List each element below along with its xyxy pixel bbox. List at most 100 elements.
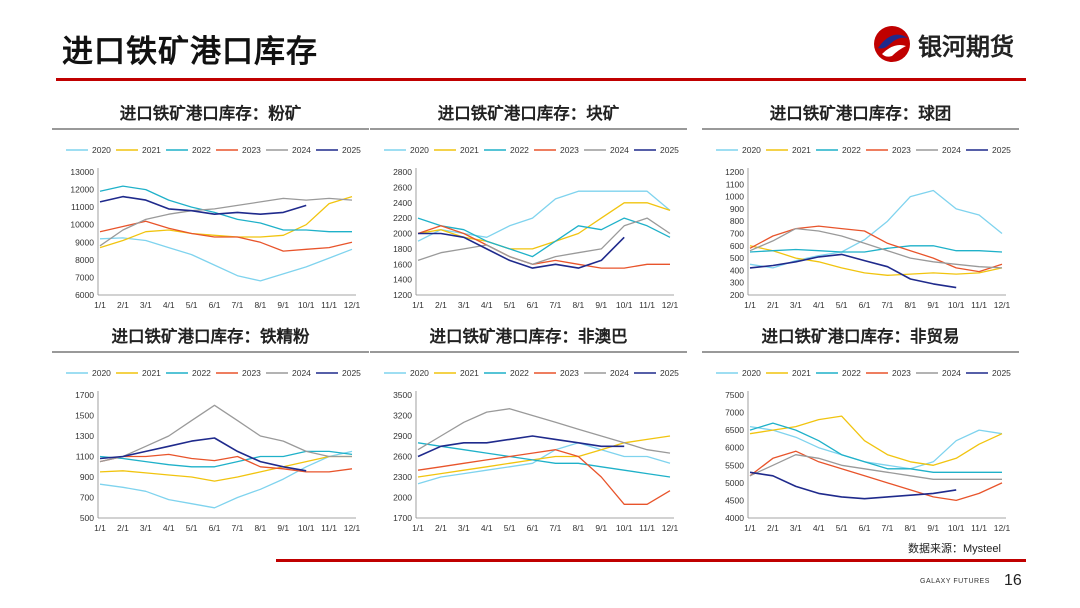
x-tick-label: 4/1: [481, 523, 493, 533]
x-tick-label: 3/1: [458, 523, 470, 533]
y-tick-label: 1700: [393, 513, 412, 523]
y-tick-label: 11000: [71, 202, 94, 212]
y-tick-label: 5500: [725, 460, 744, 470]
y-tick-label: 7000: [75, 272, 94, 282]
x-tick-label: 1/1: [412, 300, 424, 310]
y-tick-label: 1200: [393, 290, 412, 300]
x-tick-label: 3/1: [790, 300, 802, 310]
y-tick-label: 2800: [393, 167, 412, 177]
x-tick-label: 4/1: [813, 300, 825, 310]
series-line-2023: [99, 453, 353, 473]
x-tick-label: 5/1: [836, 300, 848, 310]
x-tick-label: 6/1: [859, 300, 871, 310]
series-line-2020: [417, 442, 671, 485]
y-tick-label: 2000: [393, 493, 412, 503]
chart-title: 进口铁矿港口库存：铁精粉: [111, 327, 310, 346]
x-tick-label: 8/1: [904, 523, 916, 533]
x-tick-label: 5/1: [504, 523, 516, 533]
y-tick-label: 700: [80, 493, 94, 503]
y-tick-label: 6500: [725, 425, 744, 435]
footer-brand: GALAXY FUTURES: [920, 578, 990, 585]
legend-label: 2024: [942, 368, 961, 378]
chart-panel-concentrate: 进口铁矿港口库存：铁精粉 2020 2021 2022 2023 2024 2025 500…: [52, 323, 369, 535]
chart-title: 进口铁矿港口库存：非澳巴: [429, 327, 628, 346]
series-line-2025: [418, 232, 625, 269]
series-line-2021: [749, 415, 1003, 466]
legend-label: 2020: [92, 368, 111, 378]
y-tick-label: 3500: [393, 390, 412, 400]
y-tick-label: 6000: [75, 290, 94, 300]
x-tick-label: 2/1: [117, 523, 129, 533]
chart-panel-lump: 进口铁矿港口库存：块矿 2020 2021 2022 2023 2024 2025 1200…: [370, 100, 687, 312]
y-tick-label: 1800: [393, 244, 412, 254]
y-tick-label: 2600: [393, 182, 412, 192]
series-line-2025: [749, 471, 957, 500]
chart-concentrate: 2020 2021 2022 2023 2024 2025 500 700 900 1100 130…: [66, 368, 361, 533]
chart-non-trade: 2020 2021 2022 2023 2024 2025 4000 4500 5000 5500…: [716, 368, 1011, 533]
y-tick-label: 2200: [393, 213, 412, 223]
chart-pellet: 2020 2021 2022 2023 2024 2025 200 300 400 500 600 7…: [716, 145, 1011, 310]
title-divider: [56, 78, 1026, 81]
x-tick-label: 5/1: [186, 300, 198, 310]
legend-label: 2025: [342, 368, 361, 378]
series-line-2022: [749, 245, 1003, 253]
x-tick-label: 11/1: [971, 300, 987, 310]
y-tick-label: 800: [730, 216, 744, 226]
y-tick-label: 900: [730, 204, 744, 214]
x-tick-label: 8/1: [254, 523, 266, 533]
series-line-2021: [417, 202, 671, 250]
x-tick-label: 10/1: [948, 523, 965, 533]
series-line-2025: [99, 195, 307, 215]
x-tick-label: 6/1: [527, 523, 539, 533]
company-logo: 银河期货: [872, 24, 1014, 64]
legend-label: 2025: [992, 368, 1011, 378]
x-tick-label: 9/1: [595, 523, 607, 533]
series-line-2022: [417, 442, 671, 478]
legend-label: 2021: [792, 145, 811, 155]
chart-title: 进口铁矿港口库存：球团: [769, 104, 952, 123]
x-tick-label: 2/1: [435, 300, 447, 310]
series-line-2023: [749, 450, 1003, 502]
legend-label: 2023: [892, 145, 911, 155]
chart-title: 进口铁矿港口库存：粉矿: [119, 104, 302, 123]
x-tick-label: 11/1: [639, 300, 655, 310]
x-tick-label: 10/1: [948, 300, 965, 310]
legend-label: 2022: [510, 368, 529, 378]
y-tick-label: 2300: [393, 472, 412, 482]
x-tick-label: 12/1: [344, 523, 361, 533]
page-number: 16: [1004, 572, 1022, 589]
x-tick-label: 7/1: [550, 523, 562, 533]
y-tick-label: 500: [80, 513, 94, 523]
x-tick-label: 8/1: [254, 300, 266, 310]
y-tick-label: 600: [730, 241, 744, 251]
y-tick-label: 500: [730, 253, 744, 263]
x-tick-label: 2/1: [767, 523, 779, 533]
legend-label: 2021: [142, 368, 161, 378]
series-line-2022: [749, 422, 1002, 473]
legend-label: 2020: [410, 368, 429, 378]
x-tick-label: 2/1: [767, 300, 779, 310]
x-tick-label: 11/1: [971, 523, 987, 533]
y-tick-label: 7000: [725, 408, 744, 418]
y-tick-label: 300: [730, 278, 744, 288]
series-line-2024: [749, 454, 1002, 480]
x-tick-label: 3/1: [140, 300, 152, 310]
legend-label: 2024: [610, 145, 629, 155]
x-tick-label: 11/1: [321, 523, 337, 533]
series-line-2022: [99, 450, 353, 468]
x-tick-label: 7/1: [882, 523, 894, 533]
y-tick-label: 1100: [726, 179, 745, 189]
x-tick-label: 2/1: [117, 300, 129, 310]
y-tick-label: 1700: [75, 390, 94, 400]
y-tick-label: 13000: [70, 167, 94, 177]
chart-fines: 2020 2021 2022 2023 2024 2025 6000 7000 8000 9000…: [66, 145, 361, 310]
legend-label: 2022: [842, 145, 861, 155]
series-line-2020: [99, 237, 353, 282]
x-tick-label: 3/1: [790, 523, 802, 533]
y-tick-label: 8000: [75, 255, 94, 265]
series-line-2023: [417, 449, 671, 505]
x-tick-label: 4/1: [163, 300, 175, 310]
y-tick-label: 700: [730, 229, 744, 239]
y-tick-label: 2600: [393, 452, 412, 462]
x-tick-label: 1/1: [412, 523, 424, 533]
